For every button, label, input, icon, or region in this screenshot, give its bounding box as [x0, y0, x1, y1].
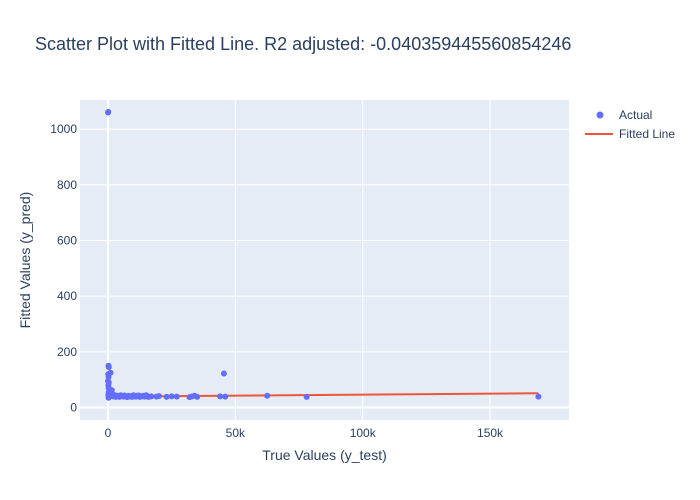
legend-fitted-line-label: Fitted Line [619, 127, 675, 141]
data-point [105, 364, 112, 371]
data-point [108, 387, 115, 394]
y-tick-label: 1000 [50, 122, 77, 136]
fitted-line [108, 392, 539, 398]
data-point [148, 393, 155, 400]
data-point [194, 393, 201, 400]
data-point [220, 370, 227, 377]
y-tick-label: 0 [70, 400, 77, 414]
x-tick-label: 150k [477, 426, 504, 440]
legend-actual-marker [596, 111, 604, 119]
x-axis-title: True Values (y_test) [262, 447, 387, 463]
plot-area[interactable] [80, 100, 569, 420]
data-point [105, 394, 112, 401]
data-point [535, 393, 542, 400]
chart-title: Scatter Plot with Fitted Line. R2 adjust… [35, 34, 571, 54]
x-tick-label: 100k [350, 426, 377, 440]
tick-layer: 0 50k 100k 150k 0 200 400 600 800 1000 [50, 122, 504, 440]
data-point [155, 393, 162, 400]
legend[interactable]: Actual Fitted Line [585, 108, 675, 141]
y-tick-label: 200 [57, 345, 77, 359]
data-point [105, 108, 112, 115]
actual-points-layer [105, 108, 542, 401]
fitted-line-layer [108, 392, 539, 398]
data-point [217, 393, 224, 400]
data-point [264, 392, 271, 399]
data-point [173, 393, 180, 400]
data-point [222, 393, 229, 400]
data-point [303, 393, 310, 400]
y-tick-label: 800 [57, 178, 77, 192]
data-point [163, 393, 170, 400]
data-point [168, 393, 175, 400]
data-point [107, 369, 114, 376]
grid-layer [80, 100, 569, 420]
y-axis-title: Fitted Values (y_pred) [17, 192, 33, 329]
legend-actual-label: Actual [619, 108, 652, 122]
x-tick-label: 50k [226, 426, 246, 440]
x-tick-label: 0 [105, 426, 112, 440]
y-tick-label: 400 [57, 289, 77, 303]
y-tick-label: 600 [57, 234, 77, 248]
